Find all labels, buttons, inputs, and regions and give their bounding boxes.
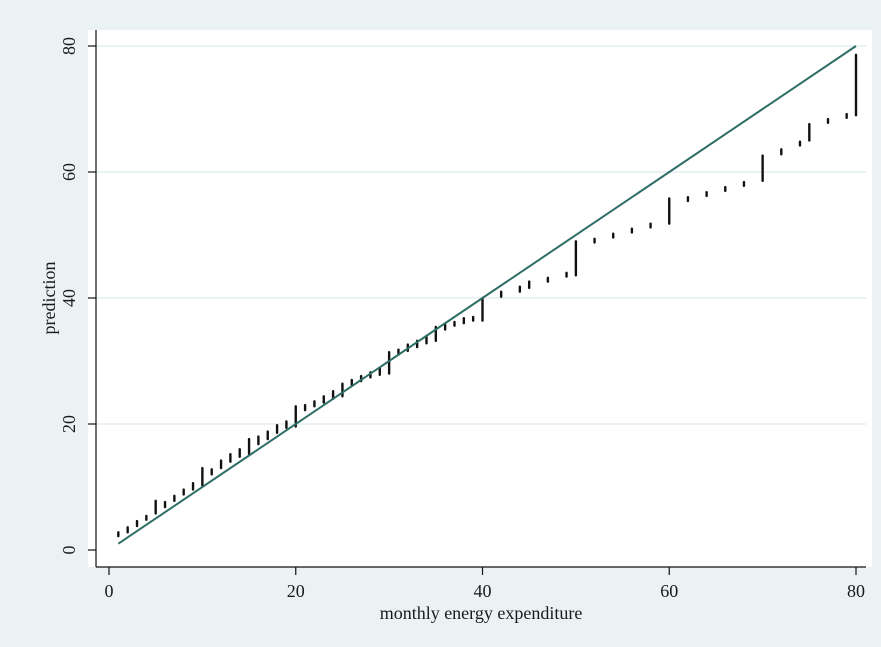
y-axis-title: prediction (39, 262, 59, 335)
x-tick-label: 80 (847, 581, 865, 601)
x-tick-label: 20 (287, 581, 305, 601)
reference-line-path (117, 45, 857, 545)
y-tick-label: 60 (59, 163, 79, 181)
x-tick-label: 0 (105, 581, 114, 601)
x-axis-title: monthly energy expenditure (380, 603, 583, 623)
reference-line (117, 45, 857, 545)
y-tick-label: 0 (59, 546, 79, 555)
x-tick-label: 40 (474, 581, 492, 601)
y-tick-label: 20 (59, 415, 79, 433)
x-tick-label: 60 (660, 581, 678, 601)
axis-ticks: 0 20 40 60 80 0 20 40 60 80 (59, 37, 865, 601)
y-tick-label: 40 (59, 289, 79, 307)
prediction-points (117, 53, 858, 538)
y-tick-label: 80 (59, 37, 79, 55)
